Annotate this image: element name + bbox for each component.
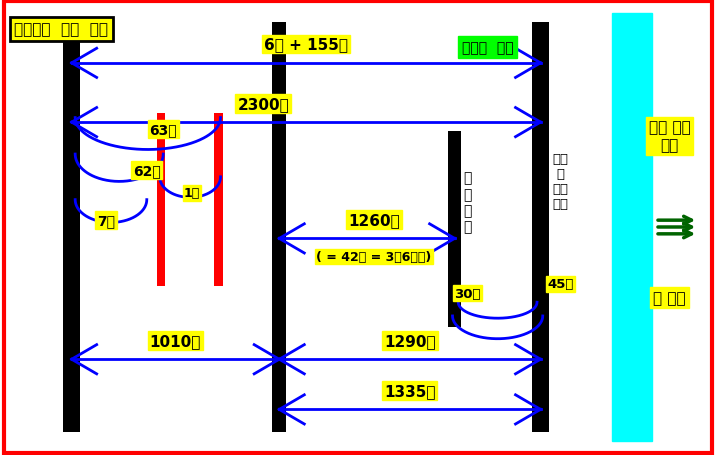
Text: 1010일: 1010일 bbox=[150, 333, 201, 348]
Text: 부활
과
공중
승천: 부활 과 공중 승천 bbox=[553, 153, 569, 211]
Text: 천국 행성
시온: 천국 행성 시온 bbox=[649, 120, 690, 153]
Bar bbox=[612, 14, 652, 441]
Text: 2300일: 2300일 bbox=[237, 96, 289, 111]
Bar bbox=[532, 23, 549, 432]
Text: 1335일: 1335일 bbox=[384, 383, 435, 398]
Bar bbox=[63, 23, 80, 432]
Text: 62주: 62주 bbox=[133, 164, 160, 177]
Bar bbox=[448, 132, 461, 328]
Text: 예수님  재림: 예수님 재림 bbox=[462, 41, 513, 55]
Text: 45일: 45일 bbox=[548, 278, 574, 291]
Bar bbox=[272, 23, 286, 432]
Text: 두루마리  일곱  봉인: 두루마리 일곱 봉인 bbox=[14, 22, 108, 37]
Text: 아
마
게
돈: 아 마 게 돈 bbox=[463, 171, 472, 234]
Text: 1290일: 1290일 bbox=[384, 333, 436, 348]
Text: 30일: 30일 bbox=[454, 287, 481, 300]
Text: 7주: 7주 bbox=[97, 214, 115, 228]
Text: 1260일: 1260일 bbox=[348, 212, 400, 228]
Text: ( = 42달 = 3년6개월): ( = 42달 = 3년6개월) bbox=[316, 250, 432, 263]
Text: 6년 + 155일: 6년 + 155일 bbox=[264, 37, 348, 52]
Text: 63주: 63주 bbox=[150, 123, 177, 136]
Text: 1주: 1주 bbox=[184, 187, 200, 200]
Bar bbox=[157, 114, 165, 287]
Text: 새 천년: 새 천년 bbox=[653, 291, 686, 305]
Bar bbox=[214, 114, 223, 287]
